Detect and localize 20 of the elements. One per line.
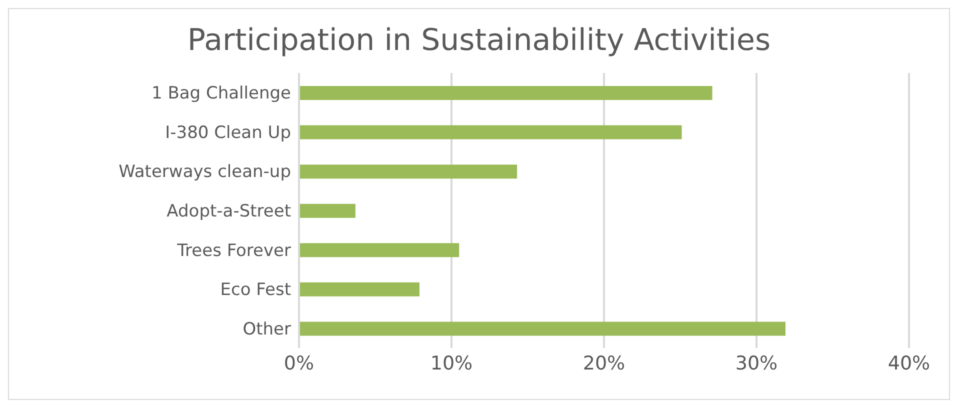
x-tick-label: 10%	[430, 352, 473, 374]
bar	[299, 282, 420, 296]
x-tick-label: 40%	[888, 352, 930, 374]
bar	[299, 164, 518, 179]
y-tick-label: 1 Bag Challenge	[152, 84, 291, 104]
bar	[299, 86, 712, 100]
bar	[299, 243, 460, 258]
y-tick-label: Trees Forever	[176, 240, 292, 261]
bar	[299, 204, 356, 218]
bar	[299, 125, 682, 140]
chart-title: Participation in Sustainability Activities	[186, 23, 772, 60]
bar	[299, 322, 786, 336]
y-tick-label: Eco Fest	[220, 280, 292, 300]
x-tick-label: 30%	[735, 352, 778, 374]
y-tick-label: Waterways clean-up	[118, 162, 291, 182]
x-tick-label: 0%	[284, 352, 314, 374]
y-tick-label: Other	[242, 319, 291, 340]
y-tick-label: I-380 Clean Up	[165, 122, 291, 143]
x-tick-label: 20%	[582, 352, 626, 374]
y-tick-label: Adopt-a-Street	[166, 202, 292, 222]
